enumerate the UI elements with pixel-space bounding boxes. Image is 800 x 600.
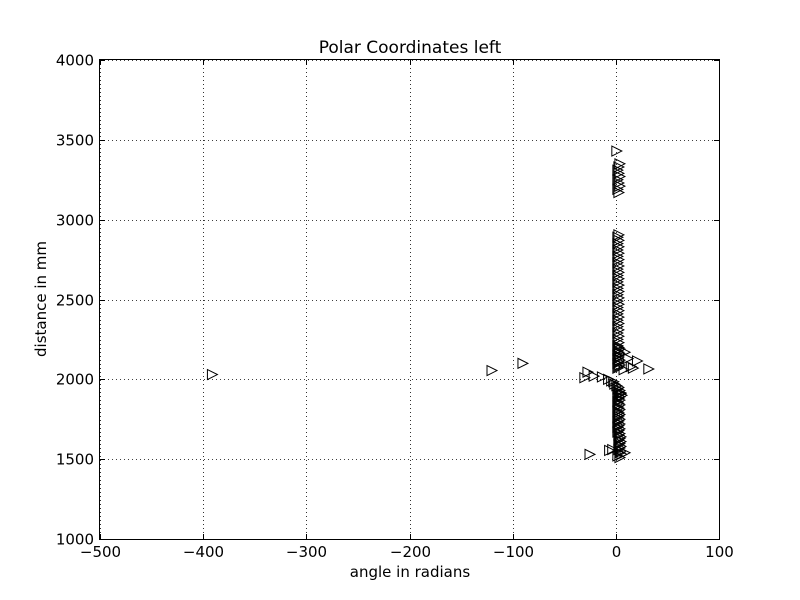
- data-point-marker: [613, 272, 626, 285]
- data-point-marker: [613, 324, 626, 336]
- x-tick-label: 100: [705, 543, 734, 561]
- data-point-marker: [579, 371, 591, 384]
- data-point-marker: [613, 279, 626, 291]
- data-point-marker: [612, 314, 624, 327]
- data-point-marker: [613, 167, 626, 180]
- y-axis-label: distance in mm: [32, 241, 50, 357]
- data-point-marker: [622, 352, 635, 365]
- data-point-marker: [625, 360, 638, 373]
- data-point-marker: [614, 384, 627, 397]
- data-point-marker: [612, 183, 624, 196]
- data-point-marker: [627, 362, 640, 374]
- data-point-marker: [643, 363, 655, 375]
- data-point-marker: [613, 234, 626, 247]
- data-point-marker: [582, 366, 595, 378]
- data-point-marker: [612, 263, 624, 275]
- y-tick-label: 3500: [56, 132, 94, 150]
- data-point-marker: [612, 250, 624, 263]
- x-axis-label: angle in radians: [350, 563, 471, 581]
- data-point-marker: [612, 389, 624, 402]
- data-point-marker: [613, 311, 626, 323]
- data-point-marker: [612, 301, 624, 314]
- x-tick-label: 0: [612, 543, 622, 561]
- data-point-marker: [613, 285, 626, 298]
- data-point-marker: [612, 237, 624, 250]
- data-point-marker: [612, 231, 624, 244]
- data-point-marker: [206, 368, 219, 381]
- data-point-marker: [614, 157, 627, 170]
- y-tick-label: 1500: [56, 451, 94, 469]
- data-point-marker: [612, 295, 624, 307]
- data-point-marker: [612, 320, 624, 333]
- data-point-marker: [613, 266, 626, 279]
- data-point-marker: [613, 186, 626, 199]
- data-point-marker: [613, 292, 626, 304]
- data-point-marker: [631, 355, 644, 367]
- data-point-marker: [612, 405, 624, 418]
- data-point-marker: [613, 229, 626, 241]
- data-point-marker: [612, 173, 624, 186]
- data-point-marker: [618, 363, 631, 376]
- data-point-marker: [613, 247, 626, 260]
- data-point-marker: [613, 298, 626, 311]
- data-point-marker: [613, 241, 626, 253]
- data-point-marker: [611, 145, 623, 157]
- data-point-marker: [613, 260, 626, 272]
- data-point-marker: [612, 244, 624, 256]
- data-point-marker: [584, 448, 597, 461]
- data-point-marker: [486, 364, 499, 377]
- data-point-marker: [612, 276, 624, 288]
- data-point-marker: [616, 389, 629, 402]
- data-point-marker: [612, 282, 624, 295]
- data-point-marker: [615, 387, 628, 399]
- data-point-marker: [612, 269, 624, 282]
- data-point-marker: [517, 357, 530, 370]
- chart-title: Polar Coordinates left: [319, 38, 502, 58]
- data-point-marker: [612, 339, 624, 352]
- data-point-marker: [619, 446, 632, 459]
- data-point-marker: [613, 161, 626, 173]
- data-point-marker: [614, 170, 627, 183]
- data-point-marker: [613, 336, 626, 349]
- y-tick-label: 2500: [56, 292, 94, 310]
- data-point-marker: [612, 450, 624, 462]
- x-tick-label: −200: [390, 543, 431, 561]
- x-tick-label: −100: [493, 543, 534, 561]
- data-point-marker: [613, 330, 626, 343]
- y-tick-label: 2000: [56, 371, 94, 389]
- data-point-marker: [588, 370, 601, 382]
- data-point-marker: [612, 383, 624, 395]
- data-point-marker: [613, 317, 626, 330]
- data-point-marker: [614, 180, 627, 192]
- y-tick-label: 1000: [56, 531, 94, 549]
- data-point-marker: [612, 333, 624, 346]
- data-point-marker: [612, 288, 624, 301]
- data-point-marker: [612, 256, 624, 269]
- x-tick-label: −400: [183, 543, 224, 561]
- x-tick-label: −500: [80, 543, 121, 561]
- data-point-marker: [612, 327, 624, 339]
- data-point-marker: [604, 444, 616, 457]
- axis-ticks: −500 −400 −300 −200 −100 0 100 1000 1500 2000 2500…: [56, 52, 734, 562]
- plot-frame: [99, 59, 720, 540]
- data-point-marker: [612, 308, 624, 320]
- data-point-marker: [607, 443, 619, 456]
- x-tick-label: −300: [286, 543, 327, 561]
- y-tick-label: 3000: [56, 212, 94, 230]
- data-point-marker: [613, 177, 626, 189]
- data-point-marker: [613, 304, 626, 317]
- y-tick-label: 4000: [56, 52, 94, 70]
- data-point-marker: [596, 371, 609, 383]
- data-markers: [206, 145, 655, 464]
- data-point-marker: [613, 253, 626, 266]
